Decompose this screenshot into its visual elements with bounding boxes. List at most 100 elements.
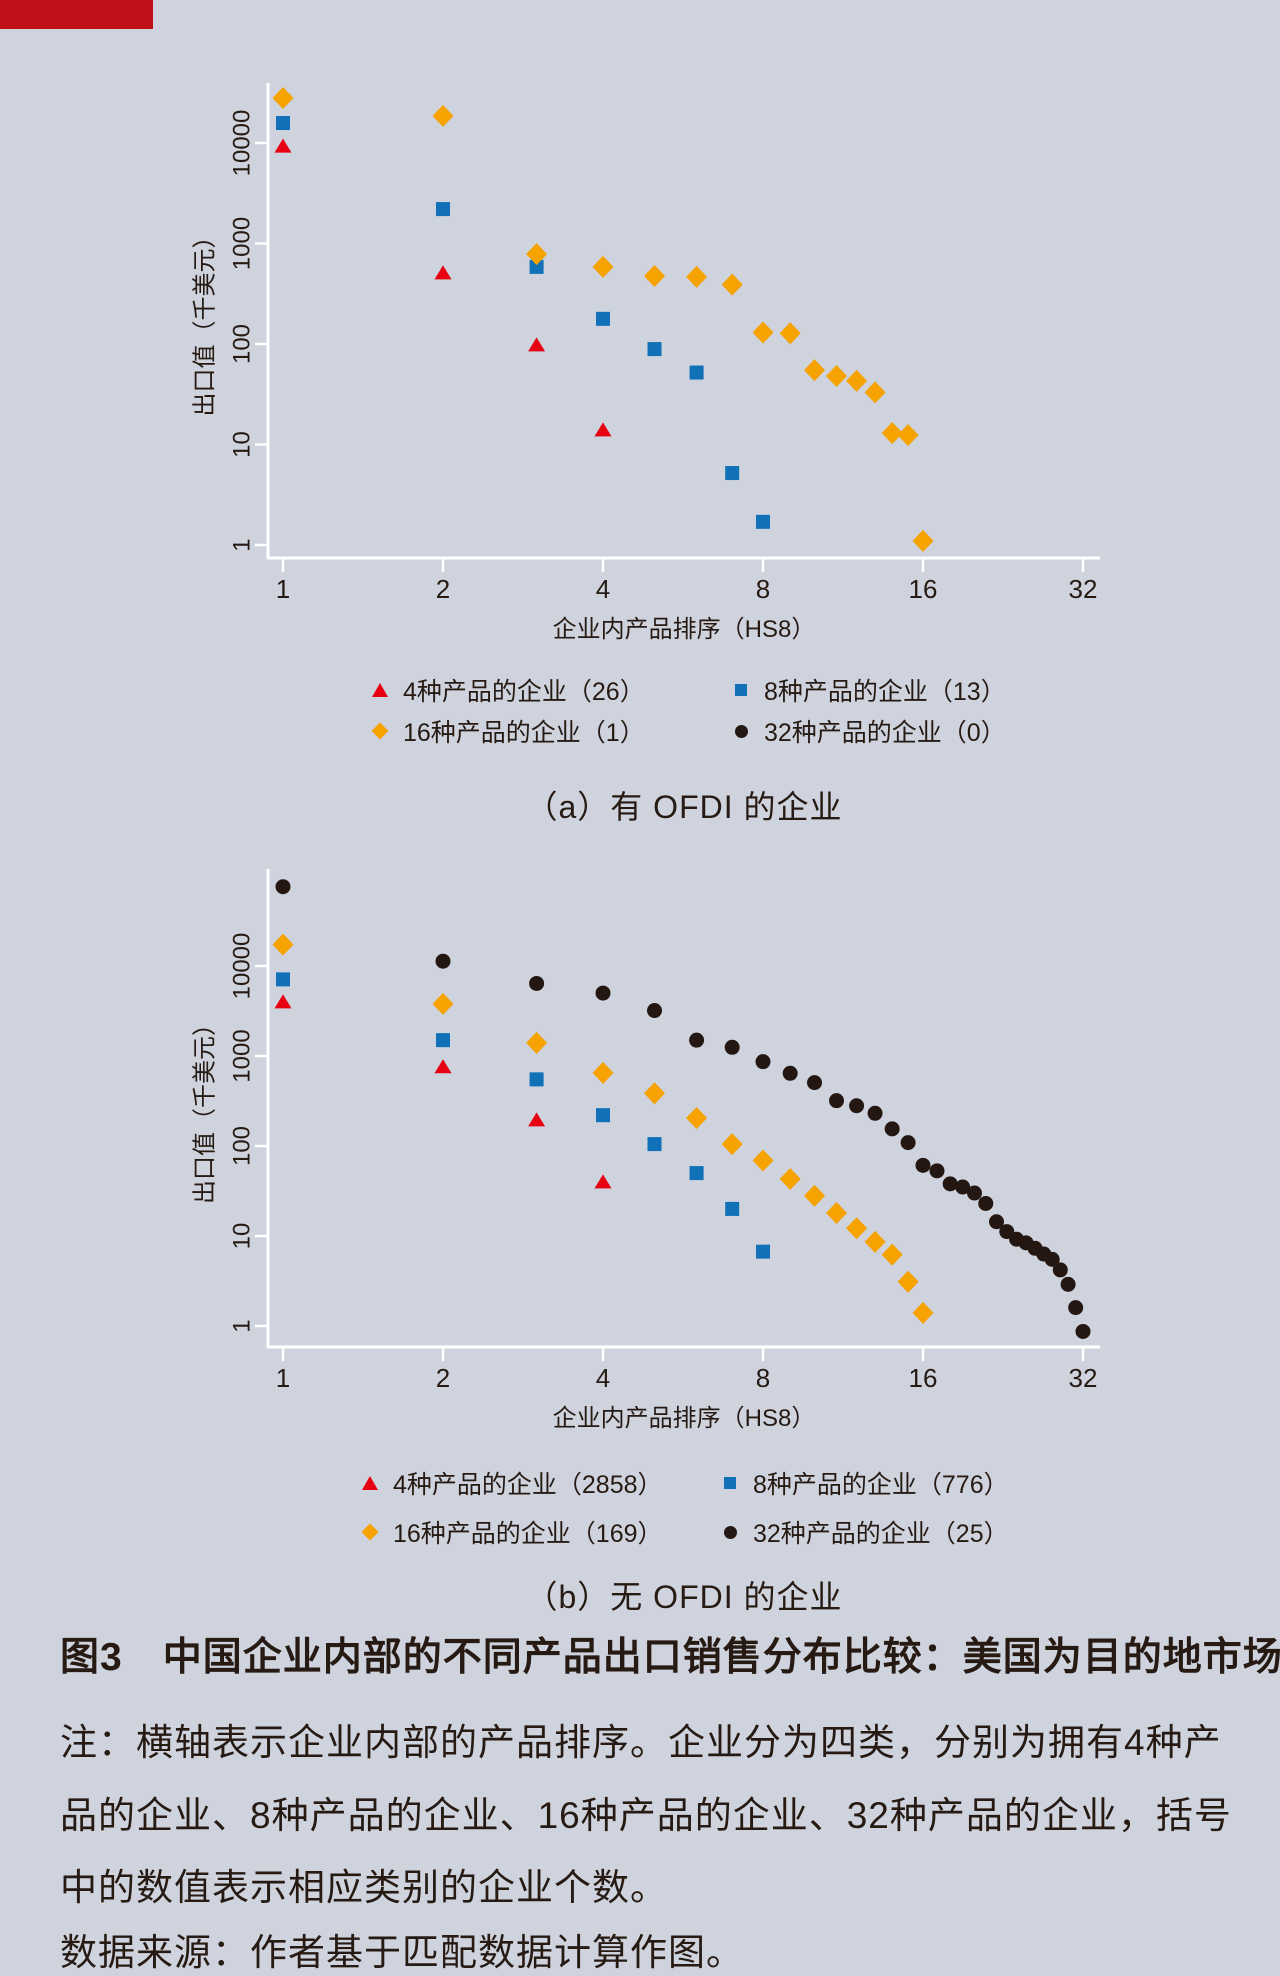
data-point-square [725, 466, 740, 481]
data-point-diamond [804, 359, 826, 382]
x-tick-label: 16 [909, 1363, 938, 1393]
figure-note-line-3: 中的数值表示相应类别的企业个数。 [60, 1867, 668, 1908]
data-point-diamond [644, 264, 666, 287]
data-point-circle [647, 1003, 663, 1019]
x-tick-label: 2 [436, 1363, 450, 1393]
data-point-square [647, 1137, 662, 1152]
legend-item-b-4products: 4种产品的企业（2858） [361, 1468, 663, 1499]
data-point-circle [275, 879, 291, 895]
data-point-circle [978, 1195, 994, 1211]
data-point-square [647, 342, 662, 357]
x-tick-label: 8 [756, 574, 770, 604]
data-point-square [596, 311, 610, 326]
circle-marker-icon [723, 1525, 737, 1539]
data-point-diamond [432, 992, 454, 1015]
y-tick-label: 1 [229, 1319, 256, 1332]
legend-item-b-32products: 32种产品的企业（25） [721, 1517, 1009, 1548]
square-marker-icon [735, 684, 747, 696]
data-point-circle [435, 953, 451, 969]
x-tick-label: 4 [596, 574, 610, 604]
data-point-circle [807, 1075, 823, 1091]
data-point-diamond [912, 1301, 934, 1324]
data-point-circle [955, 1179, 971, 1195]
data-point-diamond [912, 529, 934, 552]
data-point-triangle [528, 337, 546, 352]
legend-label: 8种产品的企业（13） [764, 678, 1006, 706]
triangle-marker-icon [372, 683, 388, 697]
data-point-triangle [434, 265, 452, 280]
panel-title-b: （b）无 OFDI 的企业 [525, 1579, 843, 1615]
data-point-triangle [528, 1112, 546, 1127]
data-point-diamond [804, 1184, 826, 1207]
data-point-square [756, 514, 770, 529]
data-point-diamond [752, 1149, 774, 1172]
legend-item-b-8products: 8种产品的企业（776） [721, 1468, 1009, 1499]
data-point-square [436, 202, 450, 217]
data-point-circle [529, 975, 545, 991]
triangle-marker-icon [362, 1476, 378, 1490]
data-point-diamond [721, 1133, 743, 1156]
data-point-diamond [644, 1082, 666, 1105]
legend-label: 16种产品的企业（1） [403, 719, 645, 747]
data-point-triangle [594, 1174, 612, 1189]
chart-a-plot: 10000 1000 100 10 1 1 2 4 8 16 32 出口值（千美元） 企业内产品排序（H… [192, 83, 1100, 643]
data-point-square [529, 1072, 544, 1087]
data-point-circle [929, 1163, 945, 1179]
data-point-triangle [594, 422, 612, 437]
circle-marker-icon [734, 724, 748, 738]
data-point-circle [900, 1135, 916, 1151]
data-point-circle [1052, 1262, 1068, 1278]
data-point-triangle [434, 1059, 452, 1074]
data-point-square [725, 1201, 740, 1216]
data-point-circle [1068, 1300, 1084, 1316]
data-point-square [436, 1033, 450, 1048]
y-tick-label: 1000 [229, 217, 256, 270]
figure-note-line-1: 注：横轴表示企业内部的产品排序。企业分为四类，分别为拥有4种产 [60, 1722, 1222, 1763]
figure-source-line: 数据来源：作者基于匹配数据计算作图。 [60, 1932, 744, 1973]
data-point-diamond [526, 243, 548, 266]
data-point-triangle [274, 994, 292, 1009]
data-point-diamond [881, 422, 903, 445]
data-point-circle [867, 1105, 883, 1121]
data-point-circle [724, 1039, 740, 1055]
data-point-diamond [686, 265, 708, 288]
data-point-diamond [526, 1031, 548, 1054]
y-tick-label: 100 [229, 1126, 256, 1166]
data-point-diamond [846, 1217, 868, 1240]
chart-b-plot: 10000 1000 100 10 1 1 2 4 8 16 32 出口值（千美元） 企业内产品排序（H… [192, 869, 1100, 1432]
y-tick-label: 100 [229, 324, 256, 364]
data-point-diamond [897, 424, 919, 447]
top-left-accent-bar [0, 0, 153, 29]
data-point-circle [942, 1176, 958, 1192]
data-point-circle [782, 1065, 798, 1081]
data-point-circle [689, 1032, 705, 1048]
data-point-diamond [779, 1167, 801, 1190]
data-point-diamond [897, 1270, 919, 1293]
y-tick-label: 10 [229, 431, 256, 458]
legend-label: 4种产品的企业（2858） [393, 1471, 663, 1499]
data-point-diamond [864, 381, 886, 404]
data-point-circle [1075, 1323, 1091, 1339]
data-point-diamond [881, 1243, 903, 1266]
data-point-circle [989, 1214, 1005, 1230]
data-point-diamond [272, 933, 294, 956]
x-tick-label: 1 [276, 1363, 290, 1393]
x-tick-label: 16 [909, 574, 938, 604]
legend-label: 8种产品的企业（776） [753, 1471, 1009, 1499]
panel-title-a: （a）有 OFDI 的企业 [525, 789, 843, 825]
x-tick-label: 32 [1069, 574, 1098, 604]
figure-caption: 图3 中国企业内部的不同产品出口销售分布比较：美国为目的地市场 [60, 1636, 1280, 1679]
diamond-marker-icon [371, 722, 389, 740]
data-point-diamond [779, 322, 801, 345]
x-tick-label: 32 [1069, 1363, 1098, 1393]
y-tick-label: 1 [229, 538, 256, 551]
square-marker-icon [724, 1477, 736, 1489]
figure-note-line-2: 品的企业、8种产品的企业、16种产品的企业、32种产品的企业，括号 [60, 1795, 1232, 1836]
legend-label: 32种产品的企业（0） [764, 719, 1006, 747]
y-axis-title: 出口值（千美元） [192, 1012, 219, 1204]
data-point-diamond [826, 365, 848, 388]
data-point-diamond [752, 321, 774, 344]
data-point-diamond [864, 1230, 886, 1253]
legend-label: 16种产品的企业（169） [393, 1520, 663, 1548]
x-axis-title: 企业内产品排序（HS8） [553, 1405, 816, 1432]
